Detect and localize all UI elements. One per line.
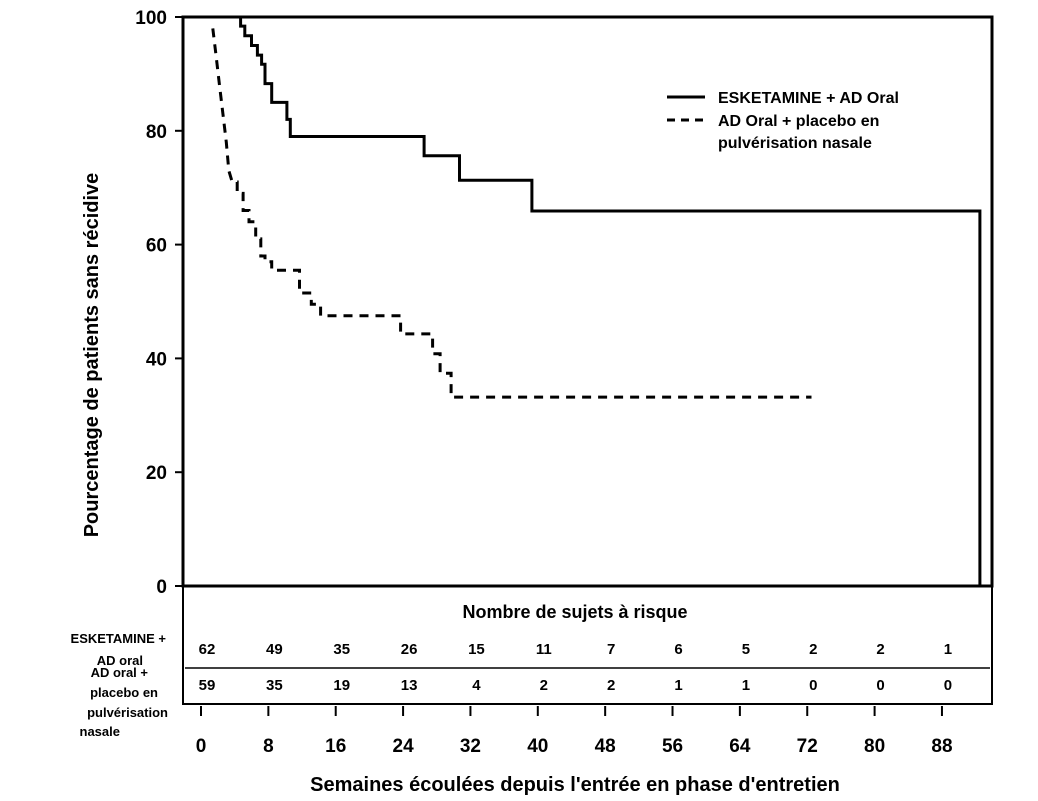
legend-label-placebo-line1: AD Oral + placebo en (718, 113, 879, 130)
risk-values: 62 49 35 26 15 11 7 6 5 2 2 159 35 19 13 4 2 2 1 1 0 0 0 (199, 641, 952, 694)
x-tick-label: 80 (864, 736, 885, 757)
risk-row2-value: 2 (540, 677, 548, 694)
x-tick-label: 0 (196, 736, 207, 757)
risk-table-title: Nombre de sujets à risque (462, 602, 687, 622)
y-axis-label: Pourcentage de patients sans récidive (81, 173, 103, 538)
risk-row1-value: 5 (742, 641, 750, 658)
risk-row1-value: 49 (266, 641, 283, 658)
x-tick-label: 24 (393, 736, 415, 757)
x-tick-label: 56 (662, 736, 683, 757)
risk-row1-label-line2: AD oral (97, 653, 143, 668)
x-tick-label: 64 (729, 736, 751, 757)
legend-label-placebo-line2: pulvérisation nasale (718, 135, 872, 152)
x-tick-label: 8 (263, 736, 274, 757)
risk-row1-value: 7 (607, 641, 615, 658)
x-tick-label: 40 (527, 736, 548, 757)
risk-row2-label-line3: pulvérisation (87, 705, 168, 720)
legend: ESKETAMINE + AD Oral AD Oral + placebo e… (667, 90, 899, 152)
x-tick-label: 72 (797, 736, 818, 757)
x-axis-label: Semaines écoulées depuis l'entrée en pha… (310, 774, 840, 796)
risk-row1-value: 1 (944, 641, 952, 658)
risk-row1-value: 35 (333, 641, 350, 658)
series-line-esketamine (231, 15, 982, 586)
y-tick-label: 100 (135, 8, 167, 29)
x-tick-label: 32 (460, 736, 481, 757)
risk-row1-value: 2 (809, 641, 817, 658)
risk-row2-label-line4: nasale (80, 724, 120, 739)
risk-row1-label-line1: ESKETAMINE + (71, 631, 167, 646)
x-tick-label: 88 (931, 736, 952, 757)
risk-row1-value: 15 (468, 641, 485, 658)
y-tick-label: 40 (146, 349, 167, 370)
risk-row2-value: 13 (401, 677, 418, 694)
x-tick-label: 48 (595, 736, 616, 757)
risk-row2-label-line2: placebo en (90, 685, 158, 700)
risk-row2-value: 59 (199, 677, 216, 694)
risk-row2-value: 1 (674, 677, 682, 694)
risk-row1-value: 2 (876, 641, 884, 658)
risk-row2-value: 0 (944, 677, 952, 694)
x-axis: 0 8 16 24 32 40 48 56 64 72 80 88 (196, 706, 953, 757)
risk-table-frame (182, 585, 993, 705)
risk-row1-value: 62 (199, 641, 216, 658)
y-tick-label: 80 (146, 122, 167, 143)
risk-row1-value: 6 (674, 641, 682, 658)
risk-row2-value: 4 (472, 677, 481, 694)
legend-label-esketamine: ESKETAMINE + AD Oral (718, 90, 899, 107)
y-tick-label: 0 (156, 577, 167, 598)
series-line-placebo (211, 28, 812, 399)
risk-row1-value: 26 (401, 641, 418, 658)
y-axis: 0 20 40 60 80 100 (135, 8, 183, 598)
risk-row2-value: 0 (876, 677, 884, 694)
risk-row2-label-line1: AD oral + (91, 665, 149, 680)
risk-row2-value: 1 (742, 677, 750, 694)
risk-row1-value: 11 (536, 641, 552, 658)
risk-row2-value: 19 (333, 677, 350, 694)
y-tick-label: 20 (146, 463, 167, 484)
risk-row2-value: 2 (607, 677, 615, 694)
risk-row2-value: 0 (809, 677, 817, 694)
risk-row2-value: 35 (266, 677, 283, 694)
series-group (211, 15, 982, 586)
y-tick-label: 60 (146, 236, 167, 257)
x-tick-label: 16 (325, 736, 346, 757)
